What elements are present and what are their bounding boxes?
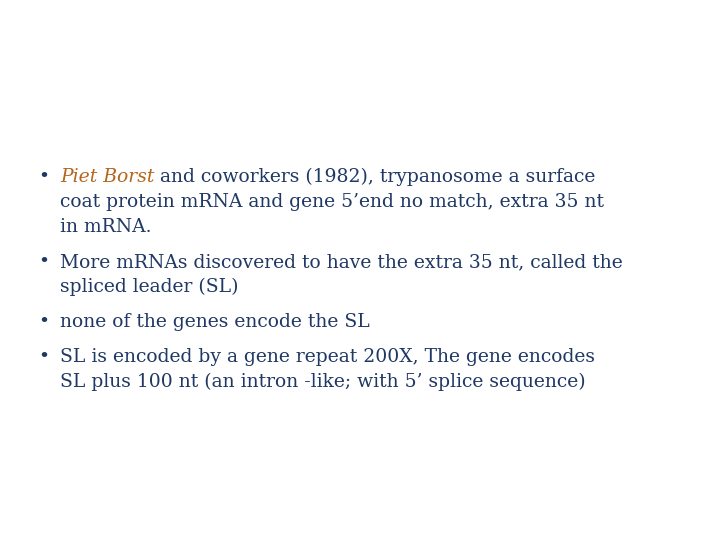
Text: •: • bbox=[38, 168, 49, 186]
Text: •: • bbox=[38, 253, 49, 271]
Text: SL plus 100 nt (an intron -like; with 5’ splice sequence): SL plus 100 nt (an intron -like; with 5’… bbox=[60, 373, 585, 392]
Text: •: • bbox=[38, 313, 49, 331]
Text: and coworkers (1982), trypanosome a surface: and coworkers (1982), trypanosome a surf… bbox=[154, 168, 595, 186]
Text: •: • bbox=[38, 348, 49, 366]
Text: SL is encoded by a gene repeat 200X, The gene encodes: SL is encoded by a gene repeat 200X, The… bbox=[60, 348, 595, 366]
Text: none of the genes encode the SL: none of the genes encode the SL bbox=[60, 313, 370, 331]
Text: coat protein mRNA and gene 5’end no match, extra 35 nt: coat protein mRNA and gene 5’end no matc… bbox=[60, 193, 604, 211]
Text: Piet Borst: Piet Borst bbox=[60, 168, 154, 186]
Text: in mRNA.: in mRNA. bbox=[60, 218, 151, 236]
Text: spliced leader (SL): spliced leader (SL) bbox=[60, 278, 238, 296]
Text: More mRNAs discovered to have the extra 35 nt, called the: More mRNAs discovered to have the extra … bbox=[60, 253, 623, 271]
